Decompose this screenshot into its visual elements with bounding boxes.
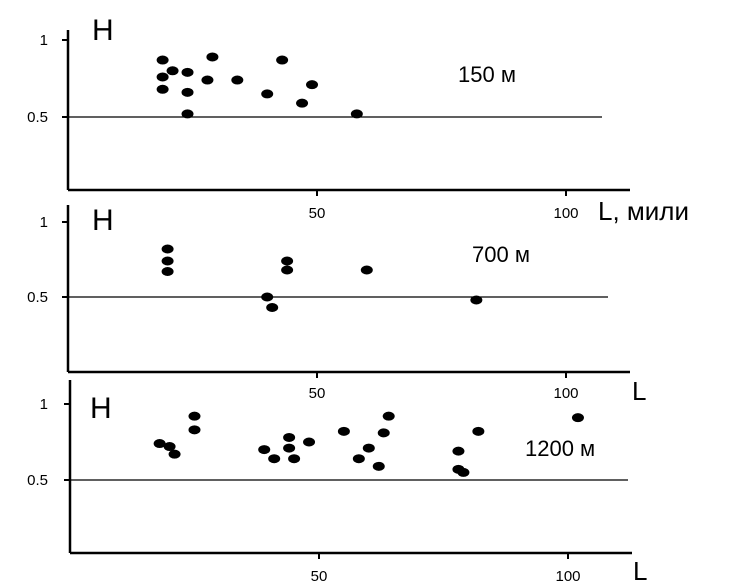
panel-3-x-tick-label-2: 100 [555,568,580,582]
panel-3-point-3 [168,449,181,459]
panel-3-y-tick-label-1: 1 [40,396,48,413]
panel-1-point-8 [201,75,214,85]
panel-3-x-axis-label: L [633,556,647,582]
panel-3-point-13 [352,454,365,464]
panel-1-point-15 [350,109,363,119]
panel-3-point-2 [163,442,176,452]
panel-2-x-tick-label-2: 100 [553,385,578,402]
panel-3-point-9 [283,443,296,453]
panel-2-point-3 [161,267,174,276]
panel-1-y-tick-label-2: 0.5 [27,109,48,126]
panel-2-point-8 [360,265,373,275]
panel-2-y-tick-label-2: 0.5 [27,289,48,306]
panel-3-point-8 [283,432,296,442]
panel-1-point-7 [181,109,194,119]
panel-1-point-4 [166,66,179,76]
panel-2-point-5 [266,303,279,312]
panel-1-annotation: 150 м [458,62,516,87]
panel-1-y-axis-label: H [92,14,114,47]
panel-2-point-4 [261,292,274,302]
panel-1-point-3 [156,84,169,94]
panel-1-point-1 [156,55,169,65]
panel-3-point-12 [337,426,350,436]
panel-3-point-17 [382,411,395,421]
panel-2-point-6 [281,256,294,266]
panel-2-annotation: 700 м [472,242,530,267]
panel-1-point-13 [296,98,309,108]
panel-3-point-20 [457,467,470,477]
panel-1-x-tick-label-2: 100 [553,205,578,222]
panel-1-point-5 [181,67,194,77]
panel-1-point-6 [181,87,194,97]
panel-3-y-tick-label-2: 0.5 [27,472,48,489]
panel-2-x-axis-label: L [632,376,646,406]
panel-2-point-7 [281,265,294,275]
panel-3-point-5 [188,425,201,435]
panel-3-point-7 [268,454,281,464]
panel-1-point-2 [156,72,169,82]
panel-3-point-6 [258,445,271,455]
panel-2-x-tick-label-1: 50 [309,385,326,402]
panel-3-point-1 [153,439,166,449]
panel-3-annotation: 1200 м [525,436,595,461]
panel-1-x-tick-label-1: 50 [309,205,326,222]
panel-3-x-tick-label-1: 50 [311,568,328,582]
panel-2-y-axis-label: H [92,204,114,237]
panel-3-point-10 [288,454,301,464]
panel-2-y-tick-label-1: 1 [40,214,48,231]
panel-1-point-9 [206,52,219,62]
panel-1-y-tick-label-1: 1 [40,32,48,49]
panel-3-point-21 [472,426,485,436]
panel-3-point-14 [362,443,375,453]
panel-2-point-2 [161,256,174,266]
panel-2-point-1 [161,244,174,254]
panel-3-point-15 [372,461,385,471]
panel-1-point-14 [306,80,319,90]
panel-3-y-axis-label: H [90,392,112,425]
panel-3-point-4 [188,411,201,421]
panel-1-point-11 [261,89,274,99]
panel-3-point-16 [377,428,390,438]
panel-3-point-18 [452,446,465,456]
panel-3-point-11 [303,437,316,447]
panel-1-x-axis-label: L, мили [598,196,689,226]
panel-2-point-9 [470,295,483,305]
panel-1-point-10 [231,75,244,85]
panel-3-point-22 [571,413,584,423]
panel-1-point-12 [276,55,289,65]
